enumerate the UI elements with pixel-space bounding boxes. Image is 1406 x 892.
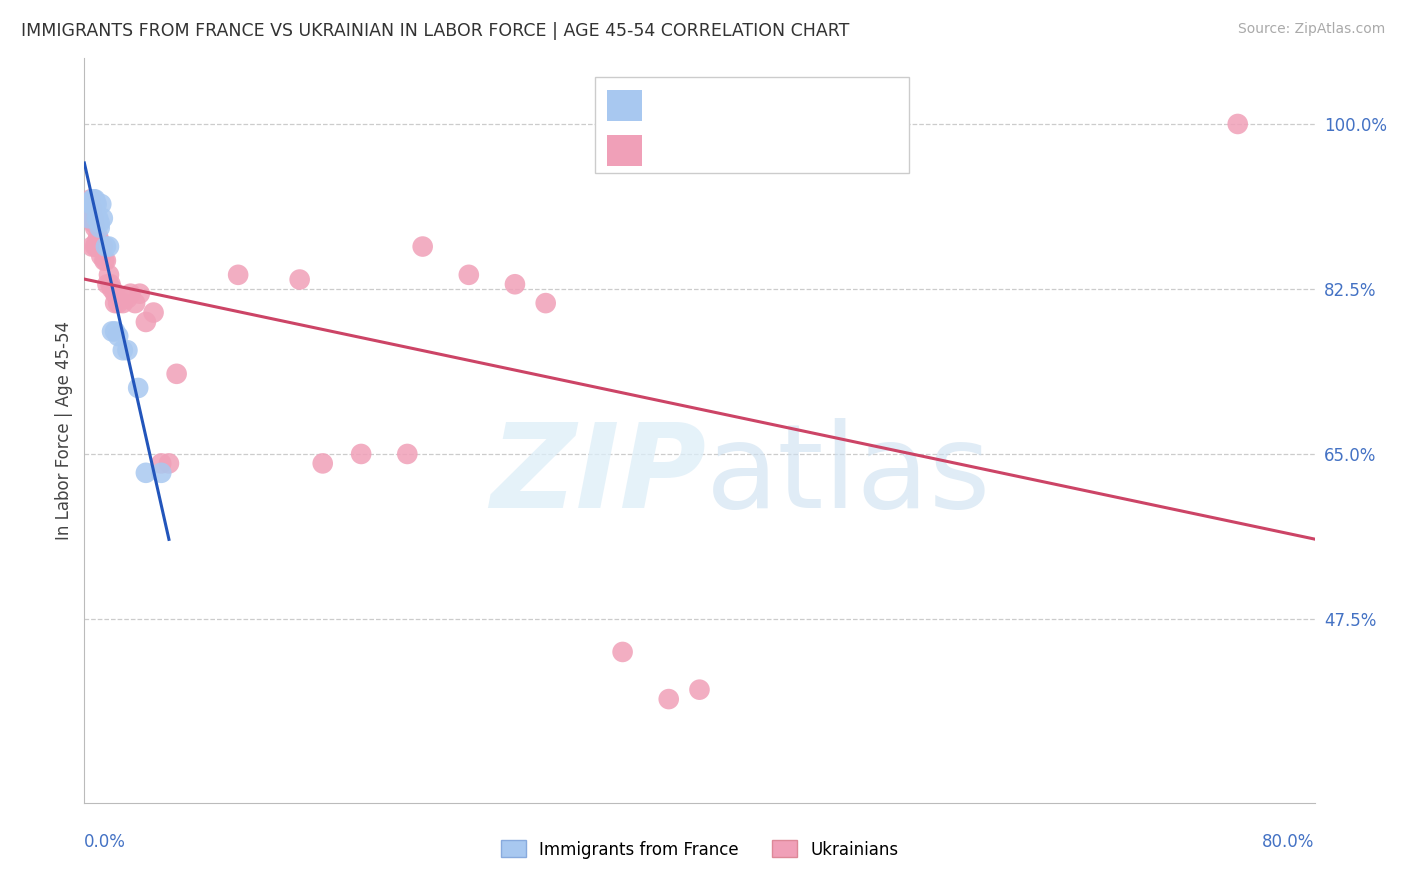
Text: N = 26: N = 26 (810, 84, 884, 103)
Point (157, 456, 180, 470)
Bar (607, 135, 641, 166)
Point (83, 193, 105, 207)
Point (350, 447, 373, 461)
Text: R = 0.227: R = 0.227 (657, 128, 763, 148)
Point (84, 239, 107, 253)
Point (111, 343, 134, 358)
Point (120, 286, 142, 301)
Point (90, 239, 112, 253)
Point (84, 193, 107, 207)
Point (689, 682, 711, 697)
Point (135, 466, 157, 480)
Point (127, 381, 149, 395)
Point (100, 277, 122, 292)
Point (77, 211, 100, 226)
Point (658, 692, 681, 706)
Point (104, 325, 127, 339)
Text: N = 50: N = 50 (810, 128, 883, 148)
Point (1226, 117, 1249, 131)
Point (107, 296, 129, 310)
Point (86, 235, 108, 249)
Point (396, 447, 419, 461)
Point (94, 253, 117, 268)
Point (89, 239, 111, 253)
Text: 80.0%: 80.0% (1263, 832, 1315, 851)
Point (83, 197, 105, 211)
Point (79, 193, 101, 207)
Point (77, 211, 100, 226)
Point (91, 211, 114, 226)
Point (79, 202, 101, 216)
Point (150, 456, 173, 470)
Point (87, 230, 110, 244)
Point (117, 343, 139, 358)
Point (166, 367, 188, 381)
Point (80, 193, 103, 207)
Point (101, 282, 124, 296)
Point (457, 268, 479, 282)
FancyBboxPatch shape (595, 77, 908, 173)
Point (503, 277, 526, 292)
Point (288, 272, 311, 286)
Point (150, 466, 173, 480)
Point (135, 315, 157, 329)
Text: IMMIGRANTS FROM FRANCE VS UKRAINIAN IN LABOR FORCE | AGE 45-54 CORRELATION CHART: IMMIGRANTS FROM FRANCE VS UKRAINIAN IN L… (21, 22, 849, 40)
Point (80, 197, 103, 211)
Point (534, 296, 557, 310)
Point (412, 239, 434, 253)
Point (80, 202, 103, 216)
Point (89, 216, 111, 230)
Point (94, 239, 117, 253)
Text: atlas: atlas (706, 417, 991, 533)
Point (98, 268, 120, 282)
Point (142, 305, 165, 319)
Point (84, 197, 107, 211)
Text: 0.0%: 0.0% (84, 832, 127, 851)
Point (91, 239, 114, 253)
Point (90, 249, 112, 263)
Point (612, 645, 634, 659)
Point (87, 211, 110, 226)
Point (89, 220, 111, 235)
Point (98, 239, 120, 253)
Point (226, 268, 249, 282)
Point (111, 296, 134, 310)
Point (101, 325, 124, 339)
Point (86, 211, 108, 226)
Point (89, 235, 111, 249)
Point (90, 197, 112, 211)
Bar (607, 90, 641, 121)
Point (104, 286, 127, 301)
Y-axis label: In Labor Force | Age 45-54: In Labor Force | Age 45-54 (55, 321, 73, 540)
Text: Source: ZipAtlas.com: Source: ZipAtlas.com (1237, 22, 1385, 37)
Point (117, 292, 139, 306)
Point (124, 296, 146, 310)
Point (312, 456, 335, 470)
Text: ZIP: ZIP (489, 417, 706, 533)
Point (80, 239, 103, 253)
Point (96, 277, 118, 292)
Legend: Immigrants from France, Ukrainians: Immigrants from France, Ukrainians (494, 834, 905, 865)
Point (86, 197, 108, 211)
Point (83, 216, 105, 230)
Point (87, 239, 110, 253)
Point (83, 193, 105, 207)
Text: R = 0.500: R = 0.500 (657, 84, 762, 103)
Point (128, 286, 150, 301)
Point (79, 197, 101, 211)
Point (86, 239, 108, 253)
Point (84, 220, 107, 235)
Point (93, 253, 115, 268)
Point (104, 296, 127, 310)
Point (107, 329, 129, 343)
Point (83, 211, 105, 226)
